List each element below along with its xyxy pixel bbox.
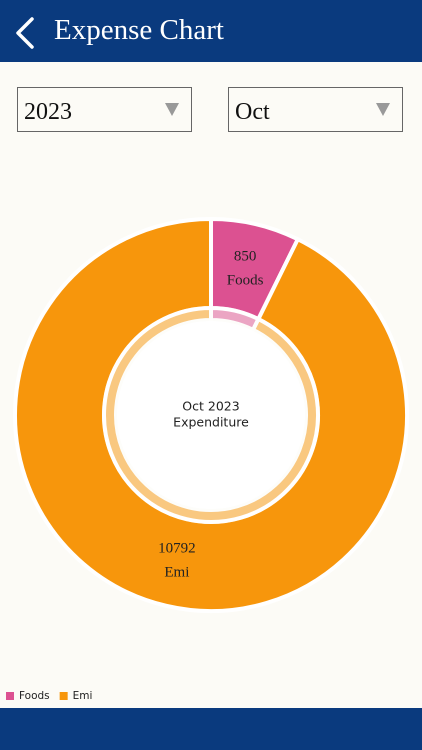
slice-category-label: Foods bbox=[227, 272, 264, 288]
dropdown-arrow bbox=[376, 103, 390, 116]
slice-value-label: 10792 bbox=[158, 541, 196, 557]
year-dropdown[interactable]: 2023 bbox=[17, 87, 192, 132]
app-header: Expense Chart bbox=[0, 0, 422, 62]
back-button[interactable] bbox=[14, 16, 36, 50]
center-label: Oct 2023 bbox=[182, 399, 239, 414]
app-footer bbox=[0, 708, 422, 750]
year-value: 2023 bbox=[24, 99, 72, 125]
legend-label: Emi bbox=[73, 690, 93, 702]
legend-swatch bbox=[6, 692, 14, 700]
donut-hole bbox=[117, 321, 305, 509]
legend-swatch bbox=[59, 692, 68, 700]
legend-label: Foods bbox=[19, 690, 50, 702]
header-title: Expense Chart bbox=[54, 14, 224, 46]
dropdown-arrow bbox=[165, 103, 179, 116]
month-dropdown[interactable]: Oct bbox=[228, 87, 403, 132]
month-value: Oct bbox=[235, 99, 270, 125]
center-label: Expenditure bbox=[173, 415, 249, 430]
slice-value-label: 850 bbox=[234, 248, 257, 264]
slice-category-label: Emi bbox=[164, 565, 189, 581]
slice-inner-ring bbox=[102, 305, 320, 524]
